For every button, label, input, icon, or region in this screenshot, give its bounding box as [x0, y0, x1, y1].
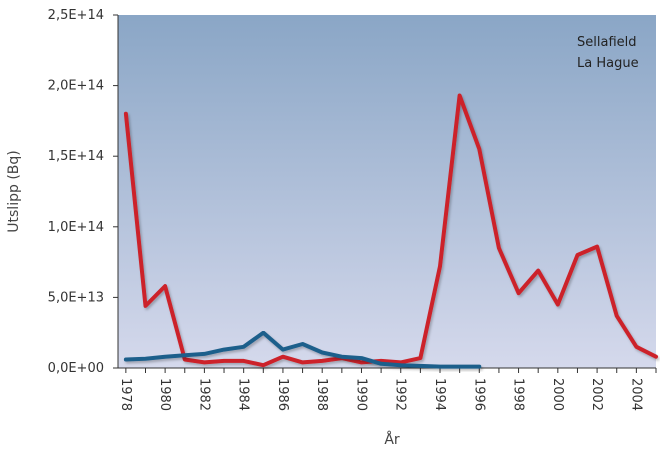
legend-label: Sellafield	[577, 35, 637, 50]
x-tick-label: 1998	[511, 378, 526, 411]
series-line-la-hague	[123, 330, 482, 369]
x-tick-label: 1986	[275, 378, 290, 411]
y-tick-label: 0,0E+00	[48, 361, 104, 376]
x-axis-title: År	[384, 431, 400, 448]
legend-label: La Hague	[577, 56, 639, 71]
y-tick-label: 1,5E+14	[48, 149, 104, 164]
series-line-sellafield	[123, 93, 658, 368]
y-tick-label: 1,0E+14	[48, 220, 104, 235]
x-tick-label: 1984	[236, 378, 251, 411]
y-axis-title: Utslipp (Bq)	[6, 150, 22, 232]
x-tick-label: 1980	[157, 378, 172, 411]
x-tick-label: 2000	[550, 378, 565, 411]
y-tick-label: 5,0E+13	[48, 290, 104, 305]
x-tick-label: 1978	[118, 378, 133, 411]
plot-area	[118, 15, 656, 368]
x-tick-label: 1982	[196, 378, 211, 411]
x-tick-label: 1992	[393, 378, 408, 411]
x-tick-label: 1994	[432, 378, 447, 411]
legend: Sellafield La Hague	[540, 35, 639, 71]
y-tick-label: 2,5E+14	[48, 8, 104, 23]
x-tick-label: 1990	[353, 378, 368, 411]
x-tick-label: 2002	[589, 378, 604, 411]
x-tick-label: 1996	[471, 378, 486, 411]
x-tick-label: 2004	[628, 378, 643, 411]
y-tick-label: 2,0E+14	[48, 79, 104, 94]
x-tick-label: 1988	[314, 378, 329, 411]
